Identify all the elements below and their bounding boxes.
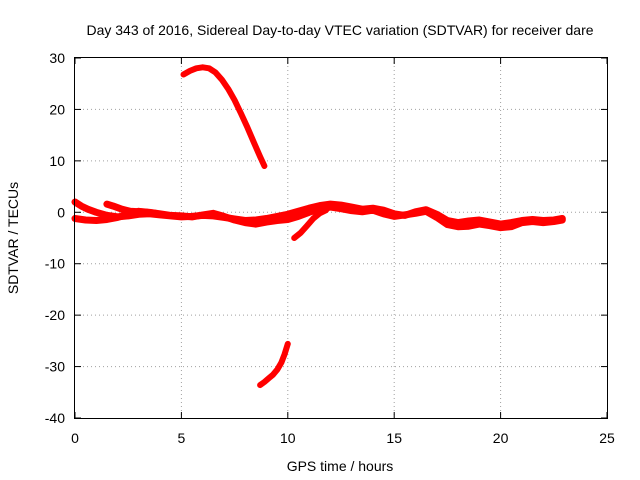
x-tick-label: 10	[280, 430, 296, 446]
y-tick-label: -40	[45, 410, 65, 426]
grid-lines	[75, 58, 607, 418]
y-tick-label: 0	[57, 204, 65, 220]
series-group	[71, 64, 566, 389]
series-arc-lower	[257, 340, 291, 389]
x-tick-label: 0	[71, 430, 79, 446]
x-tick-label: 20	[493, 430, 509, 446]
series-dip	[291, 207, 330, 241]
series-band-c	[103, 200, 160, 217]
x-tick-labels: 0 5 10 15 20 25	[71, 430, 615, 446]
y-axis-title: SDTVAR / TECUs	[5, 182, 21, 294]
y-tick-label: -30	[45, 359, 65, 375]
y-tick-label: 20	[49, 101, 65, 117]
x-tick-label: 15	[386, 430, 402, 446]
x-axis-title: GPS time / hours	[287, 458, 394, 474]
x-tick-label: 5	[178, 430, 186, 446]
y-tick-label: -10	[45, 256, 65, 272]
y-tick-labels: -40 -30 -20 -10 0 10 20 30	[45, 50, 65, 426]
chart-title: Day 343 of 2016, Sidereal Day-to-day VTE…	[86, 22, 593, 38]
y-tick-label: 10	[49, 153, 65, 169]
y-tick-label: 30	[49, 50, 65, 66]
x-tick-label: 25	[599, 430, 615, 446]
plot-frame	[74, 57, 608, 419]
tick-marks	[74, 57, 608, 419]
y-tick-label: -20	[45, 307, 65, 323]
series-arc-upper	[180, 64, 268, 169]
